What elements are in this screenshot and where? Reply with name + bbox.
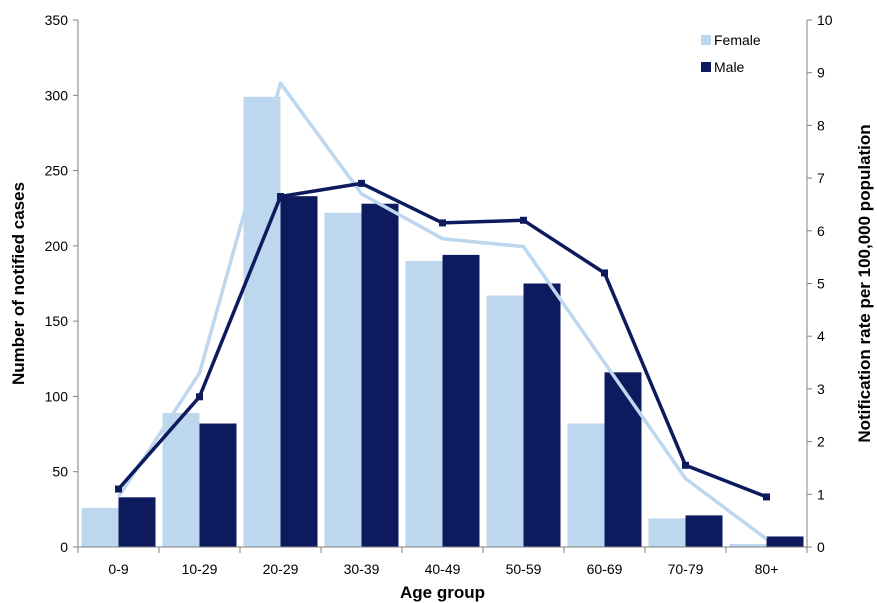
y2-tick-label: 2 (817, 434, 825, 450)
y-tick-label: 50 (52, 464, 68, 480)
x-tick-label: 70-79 (668, 561, 704, 577)
y2-tick-label: 8 (817, 117, 825, 133)
y2-tick-label: 5 (817, 276, 825, 292)
y-tick-label: 250 (45, 163, 69, 179)
y-axis-title: Number of notified cases (9, 182, 28, 385)
y2-tick-label: 0 (817, 539, 825, 555)
bar-male-5 (523, 283, 561, 547)
axes-layer: 0 50 100 150 200 250 300 350 0 1 2 3 4 5 6 7 8 9 10 0-9 10-2… (45, 12, 833, 577)
y2-tick-label: 10 (817, 12, 833, 28)
y2-tick-label: 4 (817, 328, 825, 344)
rate-marker-2-7 (682, 461, 689, 469)
bar-female-4 (405, 260, 443, 547)
bar-female-5 (486, 295, 524, 547)
rate-marker-2-6 (601, 269, 608, 277)
bar-male-6 (604, 372, 642, 547)
legend-swatch-female (701, 35, 711, 45)
x-tick-label: 50-59 (506, 561, 542, 577)
bar-male-3 (361, 203, 399, 547)
y2-tick-label: 6 (817, 223, 825, 239)
x-axis-title: Age group (400, 583, 485, 602)
rate-marker-2-0 (115, 485, 122, 493)
lines-layer (115, 81, 770, 541)
rate-line-1 (117, 81, 768, 541)
bar-female-2 (243, 96, 281, 547)
x-tick-label: 40-49 (425, 561, 461, 577)
y-tick-label: 0 (60, 539, 68, 555)
x-tick-label: 20-29 (263, 561, 299, 577)
bar-female-3 (324, 212, 362, 547)
bar-male-0 (118, 497, 156, 547)
rate-marker-2-8 (763, 493, 770, 501)
legend-label-male: Male (714, 59, 745, 75)
rate-marker-2-2 (277, 193, 284, 201)
y2-axis-title: Notification rate per 100,000 population (855, 124, 874, 442)
x-tick-label: 10-29 (182, 561, 218, 577)
bar-male-1 (199, 423, 237, 547)
y-tick-label: 300 (45, 87, 69, 103)
y2-tick-label: 9 (817, 65, 825, 81)
bar-female-0 (81, 507, 119, 547)
legend-swatch-male (701, 62, 711, 72)
x-tick-label: 0-9 (108, 561, 128, 577)
rate-marker-2-1 (196, 393, 203, 401)
y2-tick-label: 7 (817, 170, 825, 186)
x-tick-label: 60-69 (587, 561, 623, 577)
bar-female-1 (162, 412, 200, 547)
bar-male-7 (685, 515, 723, 547)
bar-male-4 (442, 254, 480, 548)
rate-marker-2-4 (439, 219, 446, 227)
y-tick-label: 350 (45, 12, 69, 28)
bar-male-8 (766, 536, 804, 547)
legend-label-female: Female (714, 32, 761, 48)
y-tick-label: 100 (45, 388, 69, 404)
y2-tick-label: 3 (817, 381, 825, 397)
bar-male-2 (280, 196, 318, 547)
bar-female-8 (729, 543, 767, 547)
y2-tick-label: 1 (817, 486, 825, 502)
rate-marker-2-5 (520, 216, 527, 224)
bar-female-7 (648, 518, 686, 547)
x-tick-label: 30-39 (344, 561, 380, 577)
bar-female-6 (567, 423, 605, 547)
bars-layer (81, 96, 804, 548)
rate-marker-2-3 (358, 179, 365, 187)
legend: Female Male (701, 32, 761, 75)
y-tick-label: 200 (45, 238, 69, 254)
x-tick-label: 80+ (755, 561, 779, 577)
y-tick-label: 150 (45, 313, 69, 329)
